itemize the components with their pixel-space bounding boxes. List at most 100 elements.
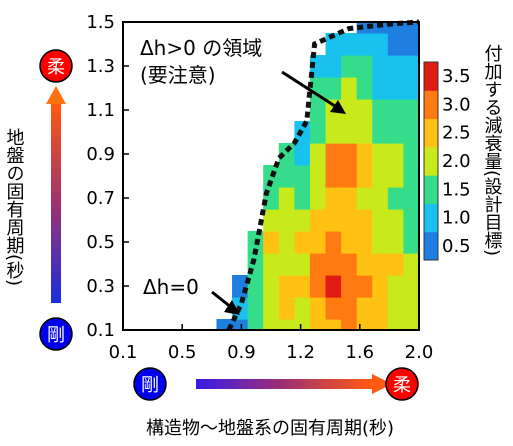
heatmap-cell [387,165,405,188]
y-tick-label: 0.9 [86,144,115,165]
heatmap-cell [341,99,358,122]
y-axis-label: 地盤の固有周期(秒) [4,128,25,286]
x-tick-label: 1.6 [345,342,374,363]
heatmap-cell [278,319,295,330]
heatmap-cell [263,275,280,298]
x-rigid-label: 剛 [141,375,159,396]
heatmap-cell [341,275,358,298]
heatmap-cell [309,253,327,276]
colorbar-segment [424,118,438,148]
heatmap-cell [309,165,327,188]
heatmap-cell [294,165,311,188]
heatmap-cell [356,297,373,320]
heatmap-cell [356,319,373,330]
heatmap-cell [341,55,358,78]
x-soft-marker: 柔 [385,367,419,401]
heatmap-cell [387,33,405,56]
heatmap-cell [309,187,327,210]
heatmap-cell [309,143,327,166]
heatmap-cell [309,99,327,122]
heatmap-cell [278,209,295,232]
heatmap-cell [309,209,327,232]
heatmap-cell [232,275,249,298]
heatmap-cell [309,55,327,78]
colorbar-segment [424,146,438,176]
heatmap-cell [356,209,373,232]
heatmap-cell [341,165,358,188]
heatmap-cell [387,253,405,276]
heatmap-cell [341,231,358,254]
heatmap-cell [372,209,389,232]
heatmap-cell [403,33,419,56]
heatmap-cell [403,209,419,232]
heatmap-cell [341,121,358,144]
heatmap-cell [263,231,280,254]
y-tick-label: 0.7 [86,188,115,209]
heatmap-cell [372,253,389,276]
heatmap-cell [278,275,295,298]
heatmap-cell [403,297,419,320]
heatmap-cell [325,165,342,188]
heatmap-cell [247,319,264,330]
x-axis-label: 構造物～地盤系の固有周期(秒) [146,418,394,439]
x-tick-label: 1.2 [286,342,315,363]
heatmap-cell [356,121,373,144]
heatmap-cell [325,253,342,276]
colorbar-segment [424,231,438,261]
colorbar-tick-label: 2.0 [442,151,471,172]
heatmap-cell [356,231,373,254]
y-soft-marker: 柔 [39,49,73,83]
y-axis: 0.1 0.3 0.5 0.7 0.9 1.1 1.3 1.5 [86,12,129,341]
heatmap-cell [356,165,373,188]
heatmap-cell [294,275,311,298]
x-tick-label: 2.0 [405,342,434,363]
x-tick-label: 0.1 [109,342,138,363]
heatmap-cell [372,187,389,210]
heatmap-cell [403,253,419,276]
heatmap-cell [372,319,389,330]
heatmap-cell [341,77,358,100]
y-tick-label: 1.5 [86,12,115,33]
heatmap-cell [325,33,342,56]
region-note: (要注意) [140,63,216,87]
heatmap-cell [294,231,311,254]
colorbar-segment [424,90,438,120]
boundary-line [226,19,420,332]
heatmap-cell [356,22,373,34]
heatmap-cell [309,231,327,254]
heatmap-cell [372,22,389,34]
heatmap-cell [372,55,389,78]
heatmap-cell [278,253,295,276]
heatmap-cell [325,55,342,78]
y-tick-label: 0.1 [86,320,115,341]
dh-zero-annotation: Δh=0 [143,275,199,299]
heatmap-cell [403,275,419,298]
colorbar-label: 付加する減衰量(設計目標) [482,44,503,256]
colorbar-tick-label: 1.5 [442,179,471,200]
x-tick-label: 0.5 [168,342,197,363]
heatmap-cell [341,33,358,56]
heatmap-cell [341,143,358,166]
heatmap-cell [341,209,358,232]
heatmap-cell [403,77,419,100]
heatmap-cell [387,231,405,254]
colorbar-tick-label: 3.5 [442,66,471,87]
heatmap-cell [372,165,389,188]
heatmap-cell [356,77,373,100]
heatmap-cell [356,253,373,276]
heatmap-cell [278,297,295,320]
heatmap-cell [325,187,342,210]
heatmap-cell [387,187,405,210]
heatmap-cell [341,297,358,320]
heatmap-cell [263,253,280,276]
heatmap-cell [294,319,311,330]
heatmap-cell [372,121,389,144]
heatmap-cell [403,121,419,144]
rigid-label: 剛 [47,325,65,346]
heatmap-cell [263,209,280,232]
heatmap-cell [356,55,373,78]
heatmap-cell [294,297,311,320]
heatmap-cell [372,297,389,320]
heatmap-cell [294,187,311,210]
